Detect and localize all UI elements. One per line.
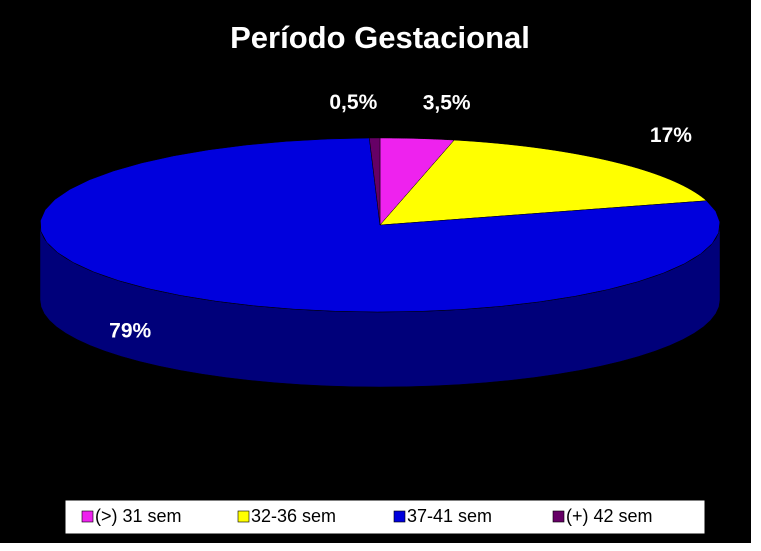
legend-label: 37-41 sem — [407, 506, 492, 526]
pie-slice — [379, 137, 455, 226]
legend-label: (+) 42 sem — [566, 506, 653, 526]
legend-swatch — [81, 510, 94, 523]
chart-title: Período Gestacional — [230, 20, 530, 55]
legend-swatch — [237, 510, 250, 523]
data-label: 0,5% — [329, 91, 377, 114]
legend-label: (>) 31 sem — [95, 506, 182, 526]
data-label: 3,5% — [423, 91, 471, 114]
legend-box — [64, 499, 706, 535]
legend-swatch — [393, 510, 406, 523]
legend-swatch — [552, 510, 565, 523]
legend-label: 32-36 sem — [251, 506, 336, 526]
pie-slice — [40, 137, 721, 313]
data-label: 79% — [109, 320, 151, 343]
pie-slice — [369, 137, 381, 226]
data-label: 17% — [650, 124, 692, 147]
pie-slice — [379, 139, 708, 226]
